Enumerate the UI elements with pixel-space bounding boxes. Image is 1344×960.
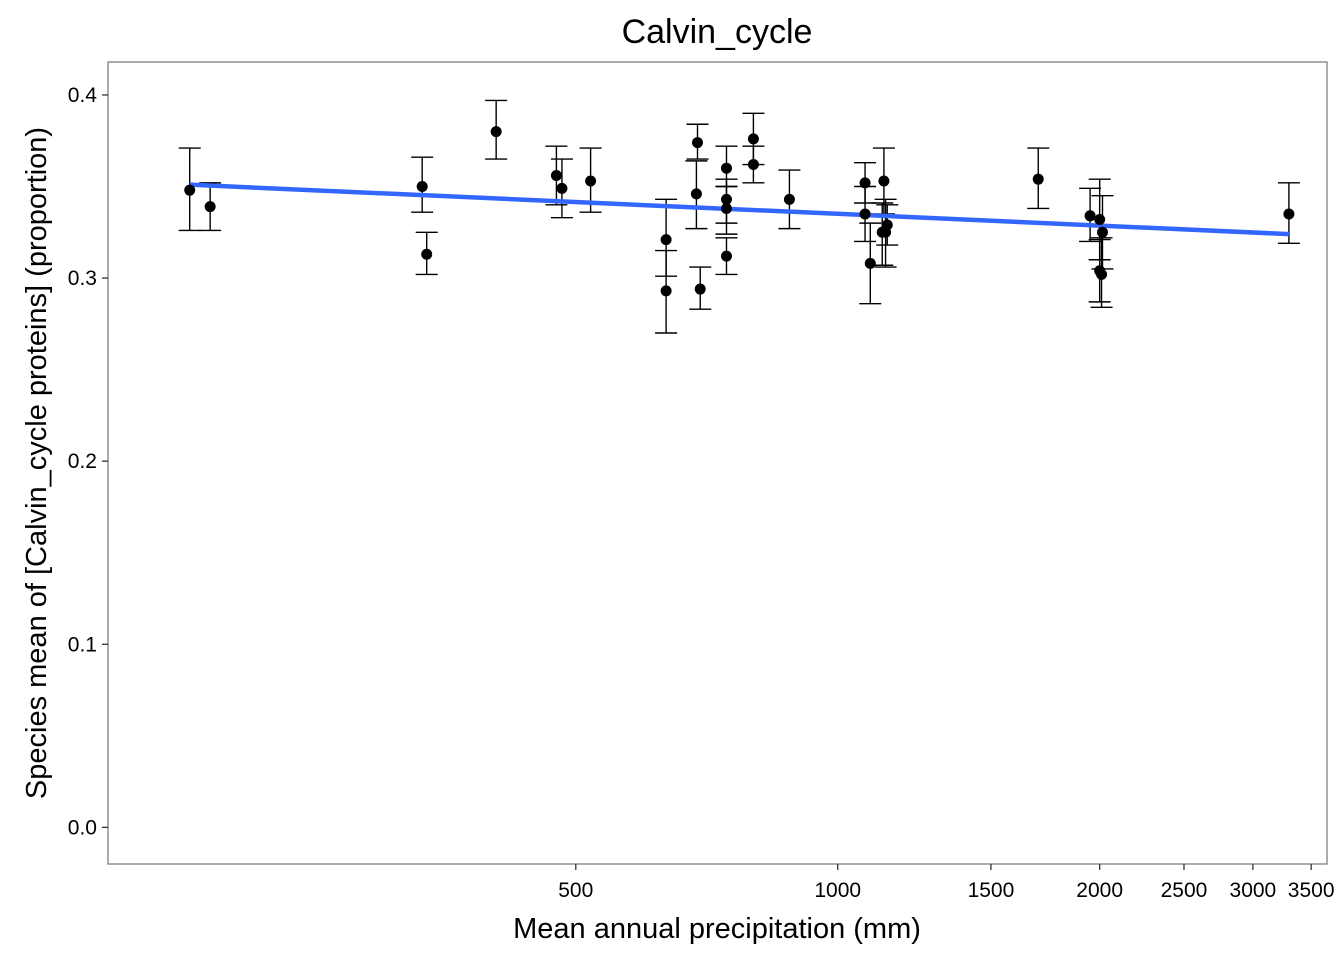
- y-tick-label: 0.1: [68, 633, 97, 656]
- data-point: [556, 182, 568, 194]
- data-point: [1096, 226, 1108, 238]
- data-point: [859, 177, 871, 189]
- data-point: [864, 257, 876, 269]
- data-point: [416, 181, 428, 193]
- y-tick-label: 0.2: [68, 450, 97, 473]
- data-point: [747, 133, 759, 145]
- data-point: [490, 126, 502, 138]
- data-point: [694, 283, 706, 295]
- x-tick-label: 2000: [1076, 879, 1123, 902]
- trend-line: [189, 182, 1290, 237]
- data-point: [1094, 213, 1106, 225]
- x-axis-label: Mean annual precipitation (mm): [513, 913, 921, 945]
- data-point: [747, 159, 759, 171]
- data-point: [184, 184, 196, 196]
- data-point: [585, 175, 597, 187]
- x-tick-label: 3500: [1288, 879, 1335, 902]
- x-tick-label: 1000: [814, 879, 861, 902]
- data-point: [720, 202, 732, 214]
- chart-title: Calvin_cycle: [622, 13, 813, 51]
- data-point: [859, 208, 871, 220]
- data-point: [660, 285, 672, 297]
- plot-panel: [107, 61, 1328, 865]
- x-tick-label: 3000: [1230, 879, 1277, 902]
- data-point: [881, 219, 893, 231]
- data-point: [783, 193, 795, 205]
- x-axis: 500 1000 1500 2000 2500 3000 3500: [558, 864, 1335, 902]
- x-tick-label: 500: [558, 879, 593, 902]
- y-axis-label: Species mean of [Calvin_cycle proteins] …: [21, 127, 53, 799]
- x-tick-label: 2500: [1161, 879, 1208, 902]
- y-tick-label: 0.0: [68, 816, 97, 839]
- data-point: [720, 162, 732, 174]
- data-point: [690, 188, 702, 200]
- data-point: [421, 248, 433, 260]
- y-tick-label: 0.4: [68, 84, 98, 107]
- data-point: [204, 201, 216, 213]
- data-point: [1283, 208, 1295, 220]
- data-point: [720, 250, 732, 262]
- data-point: [878, 175, 890, 187]
- x-tick-label: 1500: [968, 879, 1015, 902]
- data-point: [1084, 210, 1096, 222]
- data-point: [720, 193, 732, 205]
- y-axis: 0.0 0.1 0.2 0.3 0.4: [68, 84, 108, 839]
- data-point: [660, 234, 672, 246]
- data-point: [1096, 268, 1108, 280]
- data-points: [184, 126, 1295, 297]
- trend-line-layer: [189, 182, 1290, 237]
- y-tick-label: 0.3: [68, 267, 97, 290]
- data-point: [550, 170, 562, 182]
- data-point: [1032, 173, 1044, 185]
- data-point: [692, 137, 704, 149]
